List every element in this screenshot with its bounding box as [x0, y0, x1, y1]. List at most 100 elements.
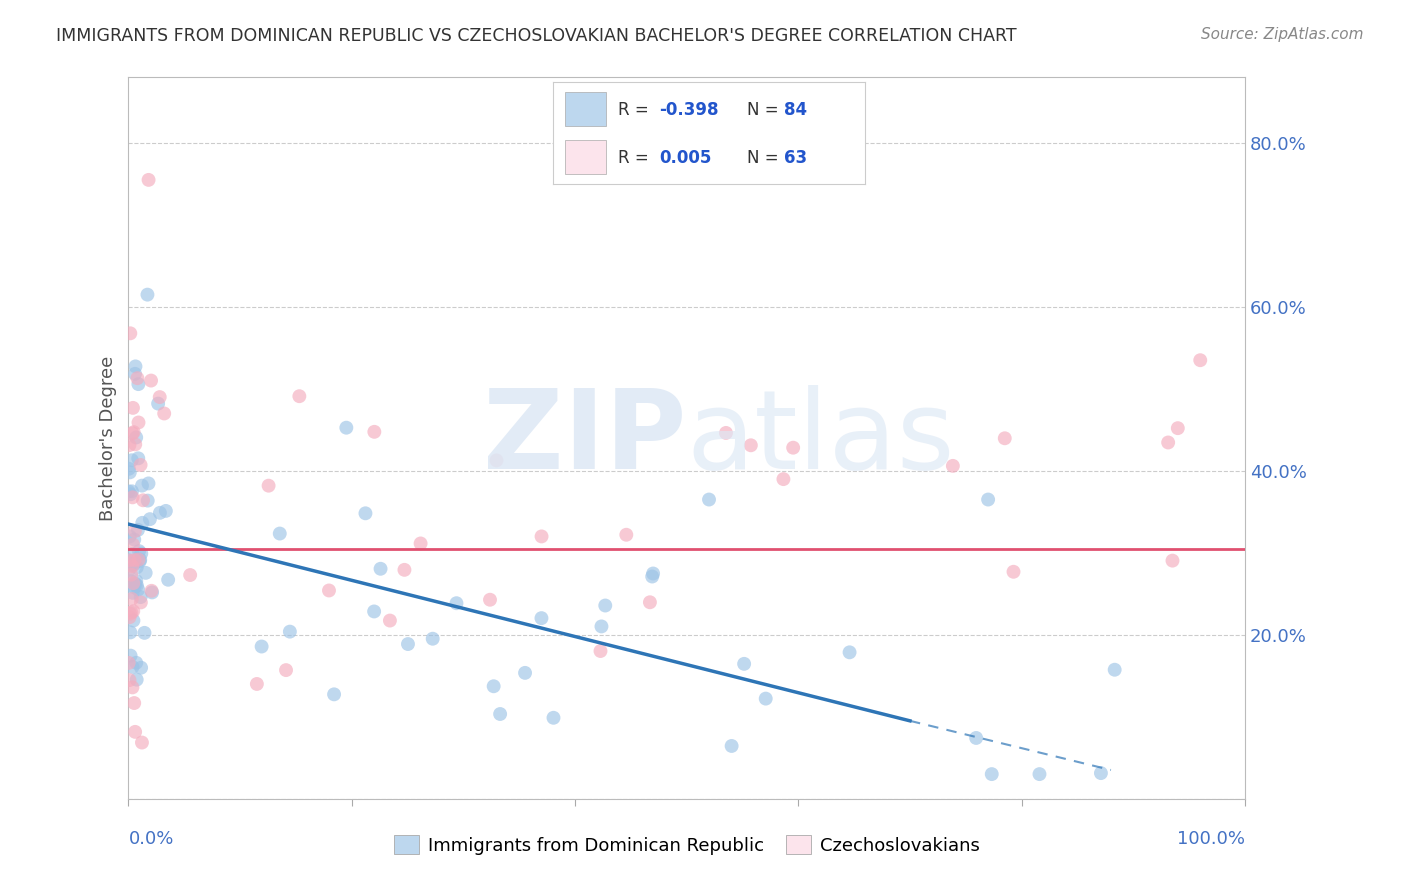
Point — [124, 553, 146, 567]
Point — [125, 574, 148, 588]
Point — [120, 606, 142, 620]
Point — [118, 553, 141, 567]
Point — [288, 389, 311, 403]
Point — [127, 371, 149, 385]
Point — [485, 453, 508, 467]
Point — [643, 566, 665, 581]
Point — [1161, 554, 1184, 568]
Point — [1157, 435, 1180, 450]
Point — [122, 557, 145, 571]
Text: R =: R = — [619, 101, 654, 119]
Point — [354, 506, 377, 520]
Point — [125, 578, 148, 592]
Point — [118, 673, 141, 687]
Point — [394, 563, 416, 577]
Point — [124, 359, 146, 374]
Point — [122, 604, 145, 618]
Point — [129, 590, 152, 604]
Point — [422, 632, 444, 646]
Point — [591, 619, 613, 633]
Point — [118, 610, 141, 624]
Point — [121, 426, 143, 441]
Text: Source: ZipAtlas.com: Source: ZipAtlas.com — [1201, 27, 1364, 42]
Text: R =: R = — [619, 149, 654, 167]
Point — [118, 656, 141, 670]
Point — [125, 560, 148, 574]
Point — [1002, 565, 1025, 579]
Point — [278, 624, 301, 639]
Point — [129, 547, 152, 561]
Point — [139, 374, 162, 388]
Point — [120, 648, 142, 663]
Point — [479, 592, 502, 607]
Point — [149, 506, 172, 520]
Point — [1104, 663, 1126, 677]
Point — [127, 377, 149, 392]
Point — [965, 731, 987, 745]
Point — [122, 696, 145, 710]
Point — [141, 583, 163, 598]
Point — [489, 706, 512, 721]
Point — [122, 533, 145, 547]
Point — [155, 504, 177, 518]
Point — [530, 529, 553, 543]
Text: -0.398: -0.398 — [659, 101, 718, 119]
Text: N =: N = — [747, 149, 783, 167]
Point — [593, 599, 616, 613]
Point — [638, 595, 661, 609]
Point — [772, 472, 794, 486]
Point — [157, 573, 180, 587]
Point — [977, 492, 1000, 507]
Point — [720, 739, 742, 753]
Point — [117, 484, 139, 499]
Point — [118, 438, 141, 452]
Point — [149, 390, 172, 404]
Point — [121, 557, 143, 571]
Point — [543, 711, 565, 725]
Point — [513, 665, 536, 680]
Point — [614, 528, 637, 542]
Point — [1090, 766, 1112, 780]
Text: 63: 63 — [785, 149, 807, 167]
Point — [128, 554, 150, 568]
Point — [124, 724, 146, 739]
FancyBboxPatch shape — [565, 140, 606, 174]
Point — [125, 673, 148, 687]
Point — [179, 568, 201, 582]
Point — [118, 529, 141, 543]
Point — [129, 595, 152, 609]
Point — [132, 493, 155, 508]
Point — [714, 425, 737, 440]
Point — [122, 401, 145, 415]
Point — [135, 566, 157, 580]
Point — [131, 478, 153, 492]
Point — [125, 656, 148, 670]
Point — [138, 173, 160, 187]
Point — [125, 430, 148, 444]
Point — [131, 735, 153, 749]
FancyBboxPatch shape — [565, 92, 606, 126]
Point — [257, 478, 280, 492]
Point — [482, 679, 505, 693]
Legend: Immigrants from Dominican Republic, Czechoslovakians: Immigrants from Dominican Republic, Czec… — [387, 828, 987, 862]
Point — [134, 625, 156, 640]
Point — [138, 476, 160, 491]
Point — [129, 661, 152, 675]
Point — [363, 604, 385, 618]
Point — [980, 767, 1002, 781]
Point — [530, 611, 553, 625]
Point — [740, 438, 762, 452]
Point — [370, 562, 392, 576]
Point — [378, 614, 401, 628]
Point — [121, 453, 143, 467]
Text: atlas: atlas — [686, 384, 955, 491]
Text: 0.0%: 0.0% — [128, 830, 174, 848]
Point — [118, 563, 141, 577]
Point — [396, 637, 419, 651]
Point — [1028, 767, 1050, 781]
Point — [121, 558, 143, 572]
Point — [120, 326, 142, 341]
Point — [318, 583, 340, 598]
Point — [363, 425, 385, 439]
Point — [122, 576, 145, 591]
